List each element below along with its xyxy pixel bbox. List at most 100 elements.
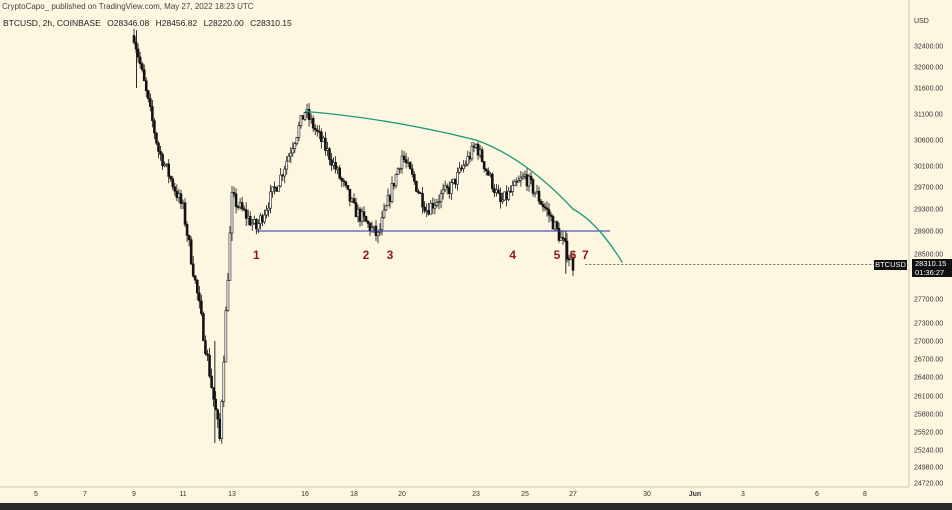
candle-body xyxy=(472,145,476,148)
candle-body xyxy=(279,174,282,187)
candle-body xyxy=(338,167,342,179)
candle-body xyxy=(183,202,187,225)
candle-body xyxy=(159,151,162,155)
candle-body xyxy=(193,275,197,281)
candle-body xyxy=(458,167,461,173)
candle-body xyxy=(334,162,337,170)
time-tick-label: Jun xyxy=(689,491,701,498)
candle-body xyxy=(142,69,146,82)
candle-body xyxy=(425,210,428,212)
candle-body xyxy=(161,154,164,167)
candle-body xyxy=(155,132,158,144)
candle-body xyxy=(480,149,484,162)
candle-body xyxy=(315,129,319,132)
candle-body xyxy=(177,193,181,198)
price-tick-label: 26700.00 xyxy=(914,357,943,364)
candle-body xyxy=(348,188,352,202)
time-tick-label: 11 xyxy=(179,491,186,498)
candle-body xyxy=(415,180,418,192)
time-tick-label: 27 xyxy=(569,491,577,498)
price-tick-label: 24720.00 xyxy=(914,481,943,488)
candle-body xyxy=(443,185,447,191)
candle-body xyxy=(187,235,191,241)
candle-body xyxy=(474,143,478,148)
candle-body xyxy=(460,167,463,170)
candle-body xyxy=(450,182,453,194)
candle-body xyxy=(218,418,222,439)
candle-body xyxy=(195,279,199,294)
price-tick-label: 28500.00 xyxy=(914,252,943,259)
candle-body xyxy=(364,216,368,222)
candle-body xyxy=(212,387,215,400)
candle-body xyxy=(503,191,506,201)
candle-body xyxy=(173,186,177,192)
price-tick-label: 25520.00 xyxy=(914,430,943,437)
candle-body xyxy=(565,240,569,260)
candle-body xyxy=(297,125,301,138)
candle-body xyxy=(509,190,513,193)
candle-body xyxy=(228,232,232,281)
time-tick-label: 6 xyxy=(815,491,819,498)
ohlc-header: BTCUSD, 2h, COINBASE O28346.08 H28456.82… xyxy=(3,18,296,28)
candle-body xyxy=(273,186,276,189)
candle-body xyxy=(527,175,531,187)
candle-body xyxy=(138,56,142,65)
candle-body xyxy=(238,202,242,208)
price-tick-label: 30100.00 xyxy=(914,164,943,171)
price-tick-label: 24980.00 xyxy=(914,465,943,472)
candle-body xyxy=(404,159,408,164)
candle-body xyxy=(519,177,523,181)
candle-body xyxy=(326,148,329,151)
candle-body xyxy=(163,164,166,167)
candle-body xyxy=(531,179,535,194)
candle-body xyxy=(322,137,325,143)
candle-body xyxy=(390,182,394,202)
price-tick-label: 29700.00 xyxy=(914,185,943,192)
candle-body xyxy=(210,375,213,388)
close-value: C28310.15 xyxy=(250,18,292,28)
candle-body xyxy=(179,193,183,205)
time-tick-label: 7 xyxy=(83,491,87,498)
candle-body xyxy=(464,163,468,166)
bottom-bar xyxy=(0,503,952,510)
time-tick-label: 9 xyxy=(132,491,136,498)
candle-body xyxy=(146,90,150,99)
candle-body xyxy=(429,202,433,215)
candle-body xyxy=(202,313,205,341)
candle-body xyxy=(543,206,547,209)
candle-body xyxy=(350,198,354,202)
time-tick-label: 13 xyxy=(228,491,236,498)
price-tick-label: 26400.00 xyxy=(914,375,943,382)
price-tick-label: 30600.00 xyxy=(914,138,943,145)
candle-body xyxy=(181,202,185,205)
candle-body xyxy=(277,185,280,192)
candle-body xyxy=(200,300,203,314)
candle-body xyxy=(240,202,244,210)
candle-body xyxy=(311,118,315,129)
price-tick-label: 32400.00 xyxy=(914,44,943,51)
candle-body xyxy=(571,257,575,271)
price-tick-label: 27700.00 xyxy=(914,297,943,304)
candle-body xyxy=(303,112,307,120)
candle-body xyxy=(447,187,451,194)
price-tick-label: 25800.00 xyxy=(914,412,943,419)
time-tick-label: 25 xyxy=(521,491,529,498)
candle-body xyxy=(267,207,270,211)
candle-body xyxy=(555,221,559,229)
candle-body xyxy=(226,280,230,311)
candle-body xyxy=(380,217,384,230)
candle-body xyxy=(541,203,545,208)
symbol-label[interactable]: BTCUSD, 2h, COINBASE xyxy=(3,18,101,28)
candle-body xyxy=(470,145,474,160)
candle-body xyxy=(382,209,386,218)
candle-body xyxy=(234,193,238,207)
candle-body xyxy=(295,137,299,144)
candle-body xyxy=(236,206,240,208)
candle-body xyxy=(167,163,171,177)
candle-body xyxy=(441,189,445,194)
candle-body xyxy=(342,180,346,183)
candle-body xyxy=(171,178,175,188)
candle-body xyxy=(313,127,317,131)
candle-body xyxy=(255,219,258,230)
